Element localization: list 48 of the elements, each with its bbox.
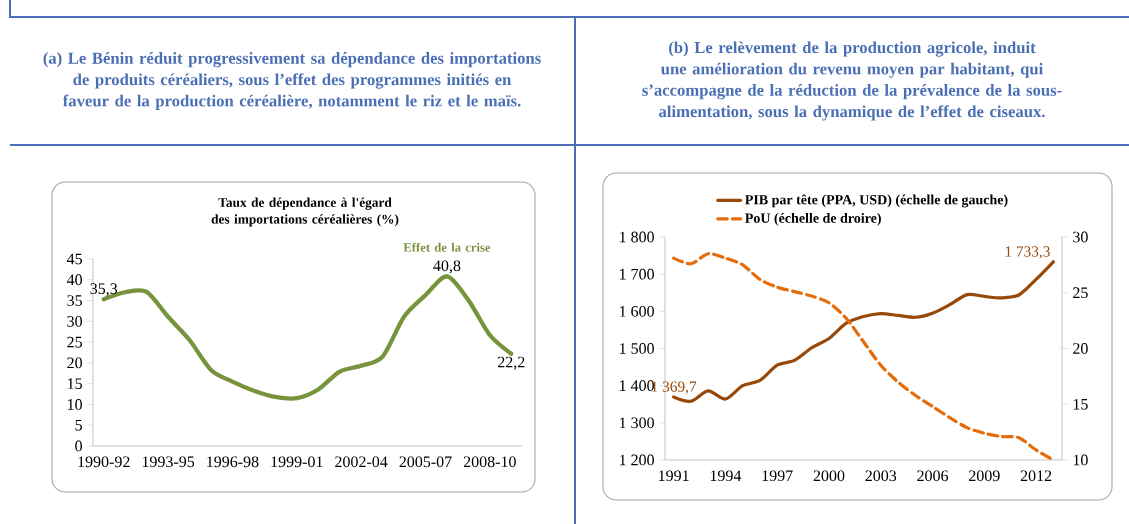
x-tick-label: 1990-92	[78, 456, 130, 468]
y2-tick-label: 25	[1073, 287, 1088, 299]
x-tick-label: 1994	[710, 470, 742, 482]
legend-label: PIB par tête (PPA, USD) (échelle de gauche)	[745, 194, 1008, 208]
x-tick-label: 2002-04	[335, 456, 388, 468]
y-tick-label: 10	[68, 399, 82, 410]
x-tick-label: 1993-95	[142, 456, 195, 468]
legend-label: PoU (échelle de droire)	[745, 212, 881, 226]
data-label: 1 733,3	[1005, 246, 1050, 259]
chart-subtitle: Taux de dépendance à l'égard des importations céréalières (%)	[211, 197, 399, 227]
y-tick-label: 1 300	[620, 417, 654, 429]
y-tick-label: 1 700	[620, 268, 654, 280]
x-tick-label: 2009	[969, 470, 1000, 482]
y2-tick-label: 20	[1073, 343, 1088, 354]
x-tick-label: 1999-01	[271, 456, 323, 468]
y-tick-label: 1 600	[620, 305, 654, 317]
data-label: 40,8	[433, 260, 461, 274]
y2-tick-label: 15	[1073, 398, 1088, 410]
y-tick-label: 1 500	[620, 343, 654, 354]
y2-tick-label: 10	[1073, 454, 1088, 466]
x-tick-label: 2000	[813, 470, 845, 482]
x-tick-label: 2003	[865, 470, 897, 482]
x-tick-label: 2012	[1020, 470, 1052, 482]
y-tick-label: 5	[75, 419, 82, 431]
y-tick-label: 25	[67, 336, 82, 348]
y-tick-label: 20	[67, 357, 82, 369]
y-tick-label: 1 200	[620, 454, 654, 466]
y2-tick-label: 30	[1073, 231, 1088, 243]
y-tick-label: 45	[66, 253, 82, 265]
y-tick-label: 40	[66, 274, 82, 286]
y-tick-label: 30	[67, 315, 82, 327]
y-tick-label: 1 800	[620, 231, 654, 243]
chart-title: (b) Le relèvement de la production agricole, induit une amélioration du revenu moyen par habitant, qui s’accompagne de la réduction de la prévalence de la sous-alimentation, sous la dynamique de l’effet de ciseaux.	[642, 41, 1062, 121]
y-tick-label: 35	[67, 295, 82, 306]
y-tick-label: 15	[68, 378, 82, 389]
data-label: 35,3	[90, 283, 118, 297]
x-tick-label: 2006	[917, 470, 949, 482]
x-tick-label: 1991	[659, 470, 689, 482]
x-tick-label: 1996-98	[207, 456, 259, 468]
x-tick-label: 1997	[762, 470, 793, 482]
x-tick-label: 2005-07	[399, 456, 452, 468]
y-tick-label: 0	[75, 440, 82, 452]
data-label: 1 369,7	[651, 381, 697, 394]
y-tick-label: 1 400	[620, 380, 654, 392]
x-tick-label: 2008-10	[463, 456, 516, 468]
annotation: Effet de la crise	[403, 242, 491, 252]
chart-title: (a) Le Bénin réduit progressivement sa dépendance des importations de produits céréaliers, sous l’effet des programmes initiés en faveur de la production céréalière, notamment le riz et le maïs.	[43, 52, 541, 110]
data-label: 22,2	[497, 356, 525, 370]
